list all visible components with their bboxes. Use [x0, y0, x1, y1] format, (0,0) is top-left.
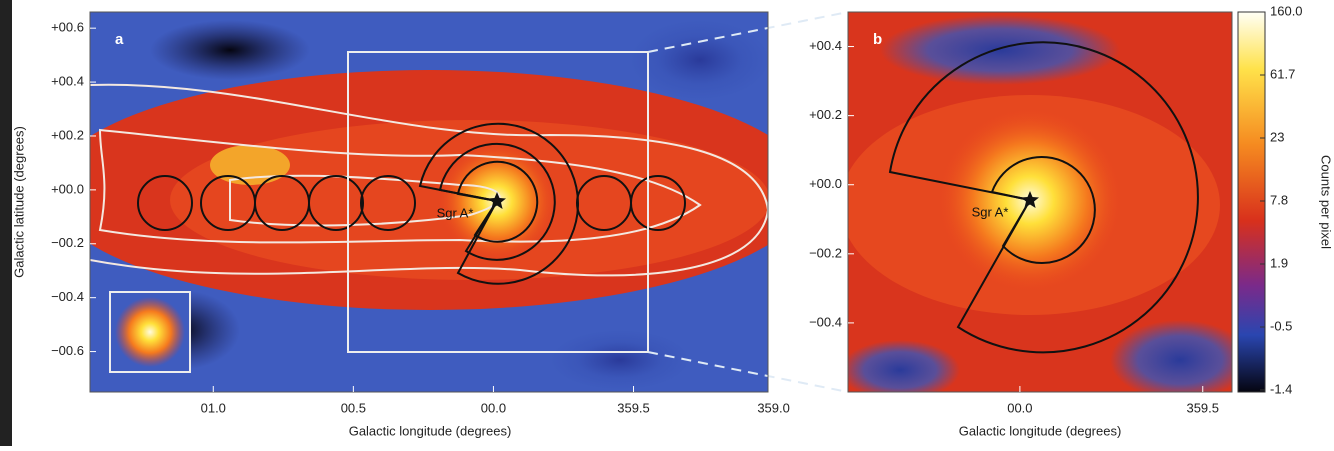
y-tick-label: +00.0	[51, 181, 84, 196]
colorbar-tick-label: 7.8	[1270, 192, 1288, 207]
x-tick-label: 00.0	[1007, 400, 1032, 415]
x-tick-label: 359.5	[617, 400, 650, 415]
x-tick-label: 359.0	[757, 400, 790, 415]
annotation: Sgr A*	[437, 205, 474, 220]
panel-b-image	[840, 12, 1250, 400]
bezel	[0, 0, 12, 446]
figure: a b Sgr A* Sgr A* Galactic longitude (de…	[0, 0, 1334, 446]
x-tick-label: 00.5	[341, 400, 366, 415]
x-tick-label: 00.0	[481, 400, 506, 415]
y-tick-label: +00.4	[51, 74, 84, 89]
colorbar-tick-label: 160.0	[1270, 3, 1303, 18]
y-tick-label: −00.2	[809, 245, 842, 260]
panel-label: b	[873, 31, 882, 48]
x-tick-label: 01.0	[201, 400, 226, 415]
colorbar-tick-label: 1.9	[1270, 255, 1288, 270]
x-tick-label: 359.5	[1186, 400, 1219, 415]
y-tick-label: −00.4	[809, 314, 842, 329]
y-tick-label: −00.2	[51, 235, 84, 250]
colorbar-label: Counts per pixel	[1319, 155, 1334, 249]
panel-label: a	[115, 31, 124, 48]
y-tick-label: −00.6	[51, 343, 84, 358]
y-tick-label: −00.4	[51, 289, 84, 304]
annotation: Sgr A*	[972, 204, 1009, 219]
y-tick-label: +00.4	[809, 38, 842, 53]
colorbar-tick-label: 23	[1270, 129, 1284, 144]
x-axis-label: Galactic longitude (degrees)	[959, 423, 1122, 438]
y-tick-label: +00.0	[809, 176, 842, 191]
colorbar	[1238, 12, 1265, 392]
panel-a-image	[50, 12, 810, 392]
x-axis-label: Galactic longitude (degrees)	[349, 423, 512, 438]
colorbar-tick-label: 61.7	[1270, 66, 1295, 81]
colorbar-tick-label: -1.4	[1270, 381, 1292, 396]
y-tick-label: +00.2	[809, 107, 842, 122]
y-axis-label: Galactic latitude (degrees)	[11, 126, 26, 278]
colorbar-tick-label: -0.5	[1270, 318, 1292, 333]
y-tick-label: +00.6	[51, 20, 84, 35]
y-tick-label: +00.2	[51, 127, 84, 142]
